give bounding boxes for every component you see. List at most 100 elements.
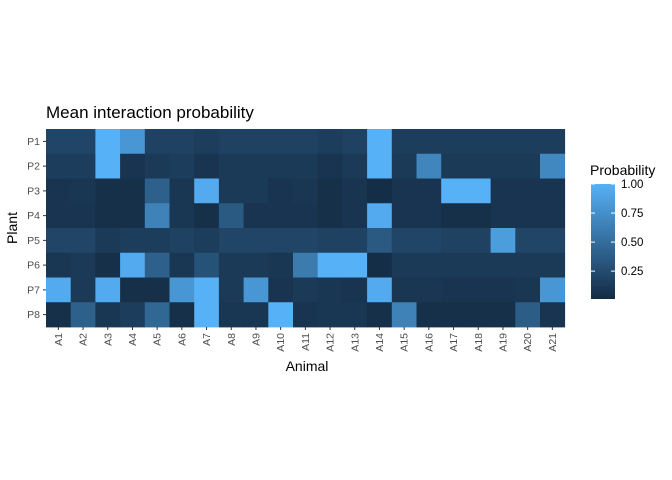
y-tick-label: P3 xyxy=(27,185,40,197)
heatmap-cell-P6-A4 xyxy=(120,252,146,278)
heatmap-cell-P3-A20 xyxy=(515,178,541,204)
heatmap-cell-P5-A17 xyxy=(441,228,467,254)
heatmap-cell-P4-A15 xyxy=(391,203,417,229)
x-axis-title: Animal xyxy=(286,358,329,374)
heatmap-cell-P2-A7 xyxy=(194,153,220,179)
heatmap-cell-P4-A18 xyxy=(465,203,491,229)
heatmap-cell-P3-A19 xyxy=(490,178,516,204)
heatmap-cell-P4-A19 xyxy=(490,203,516,229)
heatmap-cell-P8-A20 xyxy=(515,302,541,328)
heatmap-cell-P3-A4 xyxy=(120,178,146,204)
heatmap-cell-P3-A11 xyxy=(293,178,319,204)
heatmap-cell-P6-A6 xyxy=(169,252,195,278)
heatmap-cell-P4-A9 xyxy=(243,203,269,229)
legend-title: Probability xyxy=(590,162,655,178)
heatmap-cell-P6-A18 xyxy=(465,252,491,278)
x-tick-label: A20 xyxy=(522,333,534,352)
heatmap-cell-P3-A8 xyxy=(218,178,244,204)
legend-colorbar xyxy=(591,184,615,299)
heatmap-cell-P6-A20 xyxy=(515,252,541,278)
heatmap-cell-P1-A17 xyxy=(441,129,467,155)
heatmap-cell-P5-A10 xyxy=(268,228,294,254)
heatmap-cell-P7-A6 xyxy=(169,277,195,303)
heatmap-cell-P7-A3 xyxy=(95,277,121,303)
heatmap-cell-P1-A4 xyxy=(120,129,146,155)
heatmap-cell-P5-A12 xyxy=(317,228,343,254)
heatmap-cell-P3-A14 xyxy=(367,178,393,204)
heatmap-cell-P1-A8 xyxy=(218,129,244,155)
heatmap-cell-P7-A10 xyxy=(268,277,294,303)
heatmap-cell-P1-A7 xyxy=(194,129,220,155)
heatmap-cell-P3-A3 xyxy=(95,178,121,204)
heatmap-cell-P8-A4 xyxy=(120,302,146,328)
heatmap-cell-P8-A10 xyxy=(268,302,294,328)
heatmap-cell-P6-A10 xyxy=(268,252,294,278)
heatmap-cell-P3-A5 xyxy=(144,178,170,204)
heatmap-cell-P6-A5 xyxy=(144,252,170,278)
heatmap-cell-P1-A3 xyxy=(95,129,121,155)
legend: Probability 0.25 0.50 0.75 1.00 xyxy=(590,162,655,299)
x-tick-label: A2 xyxy=(78,333,90,346)
heatmap-cell-P6-A19 xyxy=(490,252,516,278)
heatmap-cell-P8-A5 xyxy=(144,302,170,328)
heatmap-cell-P2-A2 xyxy=(70,153,96,179)
y-tick-label: P5 xyxy=(27,235,40,247)
heatmap-cell-P1-A1 xyxy=(46,129,72,155)
heatmap-cell-P4-A20 xyxy=(515,203,541,229)
heatmap-cell-P2-A18 xyxy=(465,153,491,179)
heatmap-cell-P4-A6 xyxy=(169,203,195,229)
heatmap-cell-P5-A13 xyxy=(342,228,368,254)
heatmap-cell-P5-A5 xyxy=(144,228,170,254)
x-tick-label: A8 xyxy=(226,333,238,346)
x-tick-label: A5 xyxy=(152,333,164,346)
heatmap-cell-P7-A17 xyxy=(441,277,467,303)
chart-title: Mean interaction probability xyxy=(46,103,254,122)
heatmap-cell-P5-A16 xyxy=(416,228,442,254)
heatmap-cell-P5-A18 xyxy=(465,228,491,254)
heatmap-cell-P1-A5 xyxy=(144,129,170,155)
heatmap-cell-P1-A10 xyxy=(268,129,294,155)
y-tick-label: P2 xyxy=(27,161,40,173)
heatmap-cell-P3-A21 xyxy=(540,178,566,204)
heatmap-cell-P4-A3 xyxy=(95,203,121,229)
heatmap-cell-P5-A4 xyxy=(120,228,146,254)
heatmap-cell-P7-A1 xyxy=(46,277,72,303)
heatmap-cell-P3-A2 xyxy=(70,178,96,204)
heatmap-cell-P7-A12 xyxy=(317,277,343,303)
y-tick-label: P7 xyxy=(27,284,40,296)
x-tick-label: A9 xyxy=(250,333,262,346)
heatmap-cell-P8-A16 xyxy=(416,302,442,328)
heatmap-cell-P4-A13 xyxy=(342,203,368,229)
heatmap-cell-P1-A16 xyxy=(416,129,442,155)
heatmap-cell-P2-A3 xyxy=(95,153,121,179)
heatmap-cell-P2-A1 xyxy=(46,153,72,179)
legend-tick-label: 0.25 xyxy=(621,266,643,278)
heatmap-cell-P4-A4 xyxy=(120,203,146,229)
heatmap-cell-P8-A17 xyxy=(441,302,467,328)
heatmap-cell-P2-A15 xyxy=(391,153,417,179)
x-tick-label: A15 xyxy=(399,333,411,352)
heatmap-cell-P6-A2 xyxy=(70,252,96,278)
x-tick-label: A16 xyxy=(423,333,435,352)
heatmap-cell-P3-A15 xyxy=(391,178,417,204)
heatmap-cell-P3-A13 xyxy=(342,178,368,204)
heatmap-cell-P4-A2 xyxy=(70,203,96,229)
x-tick-label: A21 xyxy=(547,333,559,352)
heatmap-cell-P1-A19 xyxy=(490,129,516,155)
y-axis-title: Plant xyxy=(4,212,20,244)
heatmap-cell-P5-A1 xyxy=(46,228,72,254)
heatmap-cell-P6-A7 xyxy=(194,252,220,278)
heatmap-cell-P3-A6 xyxy=(169,178,195,204)
heatmap-cell-P8-A11 xyxy=(293,302,319,328)
heatmap-cell-P6-A13 xyxy=(342,252,368,278)
heatmap-cell-P5-A14 xyxy=(367,228,393,254)
y-tick-label: P1 xyxy=(27,136,40,148)
heatmap-cell-P4-A7 xyxy=(194,203,220,229)
heatmap-cell-P2-A6 xyxy=(169,153,195,179)
y-tick-label: P4 xyxy=(27,210,40,222)
y-axis-ticks: P1 P2 P3 P4 P5 P6 P7 P8 xyxy=(27,136,46,321)
heatmap-cell-P5-A6 xyxy=(169,228,195,254)
heatmap-cell-P6-A3 xyxy=(95,252,121,278)
heatmap-cell-P2-A21 xyxy=(540,153,566,179)
